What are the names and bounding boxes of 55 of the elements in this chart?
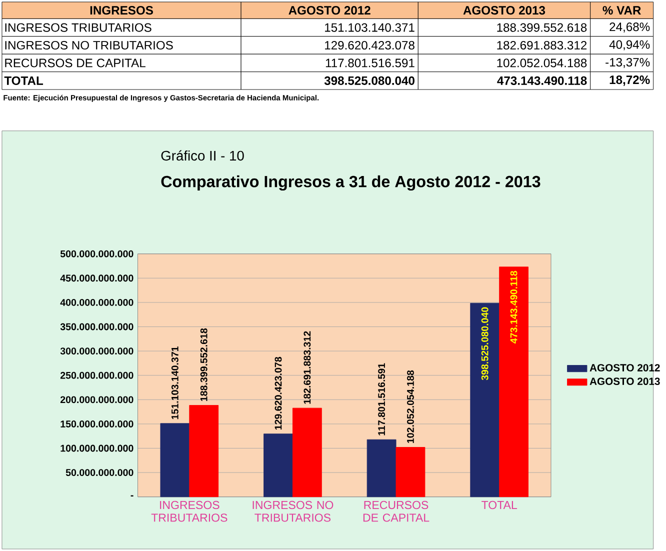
x-tick-label: INGRESOS NO TRIBUTARIOS	[252, 500, 334, 522]
text: 117.801.516.591	[326, 58, 414, 68]
chart-title: Comparativo Ingresos a 31 de Agosto 2012 - 2013	[161, 175, 540, 191]
data-label: 129.620.423.078	[274, 356, 282, 430]
y-tick-label: 400.000.000.000	[60, 299, 134, 306]
text: AGOSTO 2012	[288, 6, 370, 15]
y-tick-label: 300.000.000.000	[60, 348, 134, 355]
y-tick-label: 100.000.000.000	[60, 444, 134, 452]
text: RECURSOS DE CAPITAL	[5, 58, 146, 68]
bar	[499, 266, 528, 498]
text: 24,68%	[610, 22, 650, 33]
y-tick-label: 200.000.000.000	[60, 396, 134, 404]
data-label: 117.801.516.591	[378, 363, 386, 436]
bar	[189, 405, 219, 498]
legend-label: AGOSTO 2013	[590, 378, 660, 386]
text: INGRESOS	[90, 6, 153, 15]
y-tick-label: 250.000.000.000	[60, 372, 134, 379]
chart-subtitle: Gráfico II - 10	[161, 150, 244, 161]
x-tick-label: TOTAL	[482, 500, 518, 510]
data-label: 398.525.080.040	[481, 307, 488, 380]
y-tick-label: 350.000.000.000	[60, 323, 134, 330]
text: 129.620.423.078	[325, 40, 414, 50]
bar	[396, 447, 426, 498]
y-tick-label: 450.000.000.000	[60, 274, 134, 282]
data-label: 188.399.552.618	[200, 328, 208, 401]
text: 40,94%	[609, 40, 650, 50]
bar	[292, 408, 322, 498]
text: TOTAL	[4, 76, 44, 85]
data-label: 473.143.490.118	[510, 270, 518, 344]
x-tick-label: RECURSOS DE CAPITAL	[363, 500, 430, 522]
bar	[470, 302, 500, 498]
y-tick-label: 500.000.000.000	[60, 250, 134, 258]
text: 151.103.140.371	[325, 23, 414, 32]
y-tick-label: -	[130, 495, 134, 496]
text: INGRESOS TRIBUTARIOS	[5, 23, 152, 32]
text: 182.691.883.312	[497, 40, 587, 50]
data-label: 182.691.883.312	[304, 331, 311, 404]
x-tick-label: INGRESOS TRIBUTARIOS	[151, 500, 228, 522]
bar	[366, 439, 396, 498]
text: AGOSTO 2013	[463, 6, 546, 15]
text: 102.052.054.188	[497, 58, 587, 68]
text: INGRESOS NO TRIBUTARIOS	[5, 40, 173, 50]
bar	[160, 423, 190, 498]
text: % VAR	[602, 6, 641, 15]
bar	[264, 434, 293, 498]
y-tick-label: 150.000.000.000	[60, 420, 134, 428]
legend-label: AGOSTO 2012	[590, 364, 660, 372]
y-tick-label: 50.000.000.000	[66, 469, 134, 476]
text: 398.525.080.040	[324, 76, 414, 85]
text: 473.143.490.118	[497, 76, 587, 85]
data-label: 102.052.054.188	[407, 370, 414, 443]
text: -13,37%	[606, 58, 650, 68]
text: 18,72%	[610, 76, 650, 86]
text: 188.399.552.618	[497, 23, 587, 32]
data-label: 151.103.140.371	[171, 346, 178, 420]
